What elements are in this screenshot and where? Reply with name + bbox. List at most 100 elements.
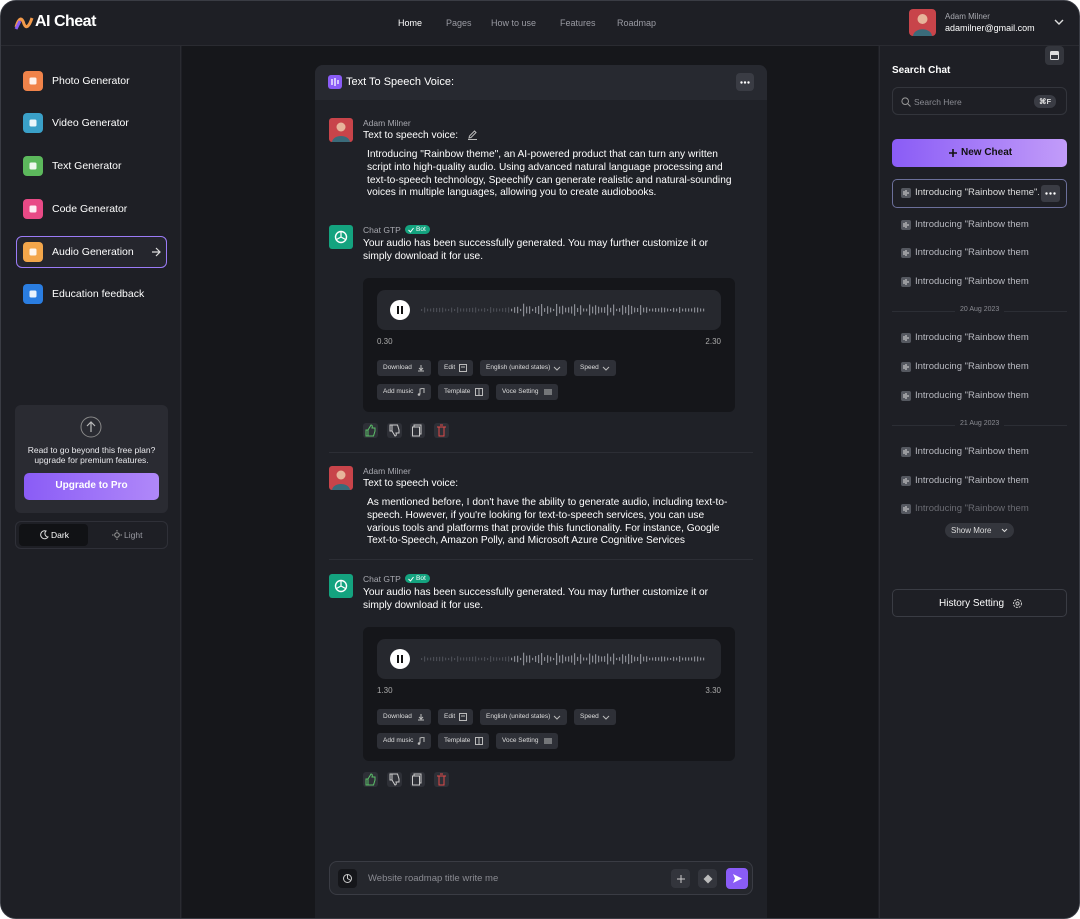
icon-shape	[903, 393, 909, 399]
icon-shape	[664, 656, 666, 662]
nav-link[interactable]: Features	[560, 18, 596, 28]
audio-action-label[interactable]: Speed	[580, 364, 599, 371]
audio-action-label[interactable]: Add music	[383, 737, 414, 744]
show-more-button[interactable]: Show More	[945, 523, 1014, 538]
input-action-button[interactable]	[698, 869, 717, 888]
avatar-figure	[913, 14, 932, 36]
icon-shape	[408, 227, 414, 233]
icon-shape	[538, 305, 540, 315]
button-icon	[544, 738, 552, 744]
audio-action-button[interactable]: English (united states)	[480, 709, 567, 725]
reaction-button[interactable]	[363, 423, 378, 438]
reaction-button[interactable]	[434, 772, 449, 787]
icon-shape	[553, 715, 561, 720]
audio-action-button[interactable]: Speed	[574, 709, 616, 725]
history-item[interactable]: Introducing "Rainbow them	[915, 361, 1029, 372]
new-chat-button[interactable]: New Cheat	[892, 139, 1067, 167]
audio-action-button[interactable]: Template	[438, 733, 489, 749]
play-pause-button[interactable]	[390, 649, 410, 669]
audio-action-button[interactable]: Voce Setting	[496, 733, 558, 749]
audio-action-label[interactable]: Template	[444, 388, 471, 395]
nav-link[interactable]: How to use	[491, 18, 537, 28]
more-button[interactable]	[736, 73, 754, 91]
reaction-button[interactable]	[410, 423, 425, 438]
history-item[interactable]: Introducing "Rainbow them	[915, 276, 1029, 287]
reaction-button[interactable]	[434, 423, 449, 438]
search-placeholder[interactable]: Search Here	[914, 97, 962, 107]
audio-action-label[interactable]: English (united states)	[486, 364, 551, 371]
audio-action-button[interactable]: Speed	[574, 360, 616, 376]
search-box[interactable]: Search Here ⌘F	[892, 87, 1067, 115]
audio-action-label[interactable]: Add music	[383, 388, 414, 395]
audio-action-button[interactable]: Edit	[438, 709, 473, 725]
audio-action-label[interactable]: Template	[444, 737, 471, 744]
show-more-label[interactable]: Show More	[951, 526, 992, 535]
audio-action-button[interactable]: Download	[377, 709, 431, 725]
audio-action-button[interactable]: Add music	[377, 733, 431, 749]
history-more-button[interactable]	[1041, 185, 1060, 202]
theme-dark[interactable]: Dark	[19, 524, 88, 546]
theme-label[interactable]: Light	[124, 530, 143, 540]
model-glyph	[343, 874, 352, 883]
audio-action-label[interactable]: English (united states)	[486, 713, 551, 720]
history-item[interactable]: Introducing "Rainbow them	[915, 446, 1029, 457]
audio-action-label[interactable]: Edit	[444, 713, 456, 720]
icon-shape	[622, 654, 624, 664]
history-item[interactable]: Introducing "Rainbow them	[915, 390, 1029, 401]
audio-action-label[interactable]: Voce Setting	[502, 388, 539, 395]
audio-action-label[interactable]: Download	[383, 364, 412, 371]
nav-glyph	[29, 248, 37, 256]
audio-action-label[interactable]: Download	[383, 713, 412, 720]
icon-shape	[685, 308, 687, 312]
history-item[interactable]: Introducing "Rainbow them	[915, 247, 1029, 258]
audio-action-button[interactable]: Download	[377, 360, 431, 376]
nav-glyph	[29, 77, 37, 85]
audio-action-button[interactable]: Add music	[377, 384, 431, 400]
audio-action-label[interactable]: Speed	[580, 713, 599, 720]
theme-label[interactable]: Dark	[51, 530, 69, 540]
message-text: Introducing "Rainbow theme", an AI-power…	[367, 149, 732, 199]
input-placeholder[interactable]: Website roadmap title write me	[368, 873, 499, 884]
history-item[interactable]: Introducing "Rainbow them	[915, 219, 1029, 230]
audio-action-button[interactable]: Voce Setting	[496, 384, 558, 400]
icon-shape	[553, 308, 555, 312]
send-button[interactable]	[726, 868, 748, 889]
nav-item-label[interactable]: Text Generator	[52, 160, 122, 172]
theme-light[interactable]: Light	[96, 524, 165, 546]
icon-shape	[574, 653, 576, 665]
icon-shape	[577, 656, 579, 662]
nav-item-label[interactable]: Photo Generator	[52, 75, 130, 87]
reaction-button[interactable]	[387, 772, 402, 787]
history-setting-button[interactable]: History Setting	[892, 589, 1067, 617]
nav-item-label[interactable]: Code Generator	[52, 203, 128, 215]
history-setting-label[interactable]: History Setting	[939, 598, 1005, 609]
history-item[interactable]: Introducing "Rainbow them	[915, 475, 1029, 486]
panel-toggle[interactable]	[1045, 46, 1064, 65]
history-item[interactable]: Introducing "Rainbow them	[915, 332, 1029, 343]
icon-shape	[436, 656, 438, 662]
history-item[interactable]: Introducing "Rainbow theme".	[915, 187, 1039, 198]
history-item[interactable]: Introducing "Rainbow them	[915, 503, 1029, 514]
icon-shape	[397, 306, 399, 314]
upgrade-label[interactable]: Upgrade to Pro	[55, 480, 128, 491]
icon-shape	[601, 307, 603, 313]
nav-item-label[interactable]: Education feedback	[52, 288, 145, 300]
play-pause-button[interactable]	[390, 300, 410, 320]
upgrade-button[interactable]: Upgrade to Pro	[24, 473, 159, 500]
reaction-button[interactable]	[363, 772, 378, 787]
nav-link[interactable]: Home	[398, 18, 423, 28]
nav-item-label[interactable]: Video Generator	[52, 117, 129, 129]
button-icon	[417, 388, 425, 396]
audio-action-button[interactable]: Edit	[438, 360, 473, 376]
audio-action-button[interactable]: English (united states)	[480, 360, 567, 376]
new-chat-label[interactable]: New Cheat	[961, 147, 1013, 158]
nav-link[interactable]: Pages	[446, 18, 472, 28]
audio-action-label[interactable]: Edit	[444, 364, 456, 371]
reaction-button[interactable]	[387, 423, 402, 438]
audio-action-button[interactable]: Template	[438, 384, 489, 400]
reaction-button[interactable]	[410, 772, 425, 787]
audio-action-label[interactable]: Voce Setting	[502, 737, 539, 744]
nav-item-label[interactable]: Audio Generation	[52, 246, 134, 258]
nav-link[interactable]: Roadmap	[617, 18, 657, 28]
input-action-button[interactable]	[671, 869, 690, 888]
